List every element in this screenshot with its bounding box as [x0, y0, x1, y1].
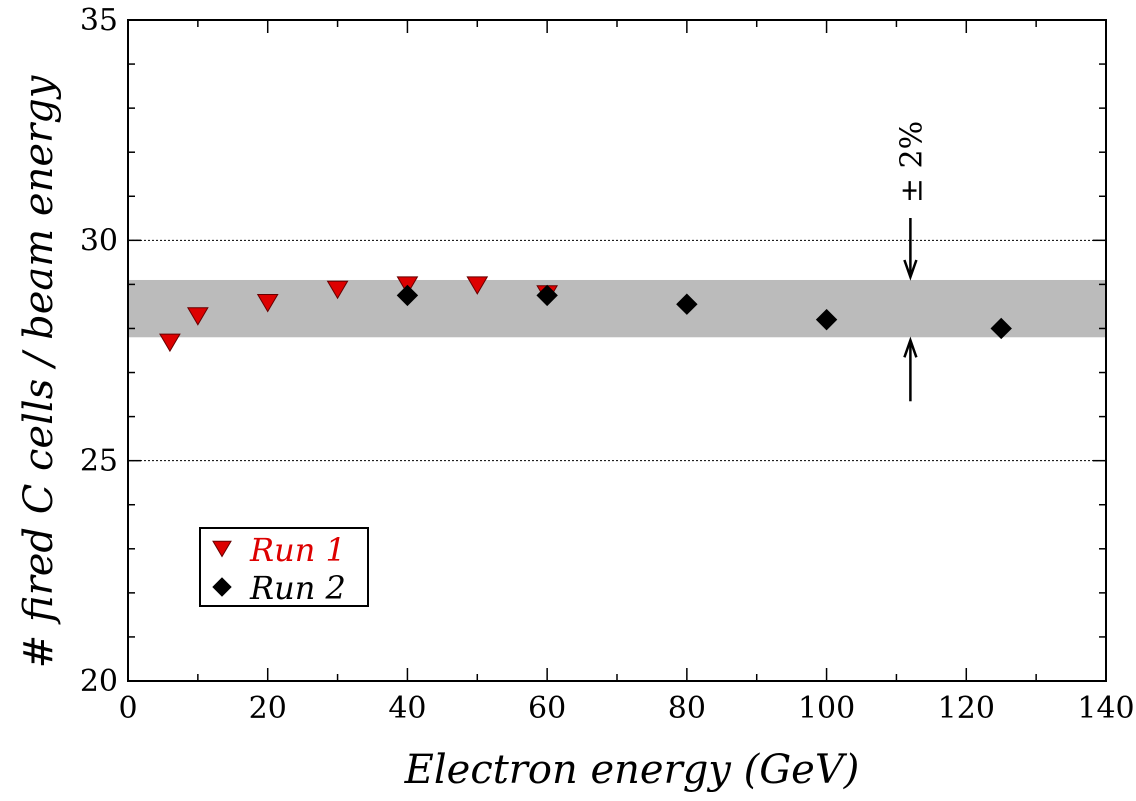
- legend-label-run1: Run 1: [249, 531, 346, 569]
- legend: Run 1 Run 2: [199, 527, 369, 607]
- reference-band: [128, 279, 1106, 338]
- x-tick-label: 140: [1077, 691, 1134, 726]
- x-tick-label: 40: [388, 691, 426, 726]
- data-point-run2: [990, 317, 1012, 340]
- data-point-run1: [256, 294, 279, 313]
- data-point-run2: [396, 284, 419, 307]
- data-point-run2: [815, 308, 838, 331]
- arrow-down-head: [903, 259, 918, 281]
- marker-layer: [159, 276, 1012, 353]
- legend-marker-run2: [212, 577, 232, 597]
- x-tick-label: 60: [528, 691, 566, 726]
- legend-marker-run1: [212, 540, 232, 558]
- annotation-label: ± 2%: [894, 121, 929, 203]
- data-point-run1: [159, 333, 181, 353]
- data-point-run2: [536, 284, 558, 307]
- x-tick-label: 100: [798, 691, 855, 726]
- tick-layer: [127, 19, 1107, 682]
- y-tick-label: 25: [80, 444, 118, 479]
- arrow-up-head: [903, 336, 918, 358]
- annotation-layer: ± 2%: [894, 121, 929, 402]
- data-point-run1: [326, 280, 349, 300]
- x-tick-label: 20: [249, 691, 287, 726]
- y-tick-label: 35: [80, 3, 118, 38]
- x-tick-label: 80: [668, 691, 706, 726]
- data-point-run1: [466, 276, 489, 295]
- data-point-run1: [186, 307, 209, 326]
- y-axis-title: # fired C cells / beam energy: [16, 74, 62, 668]
- x-tick-label: 0: [118, 691, 137, 726]
- x-tick-label: 120: [938, 691, 995, 726]
- band-layer: [128, 279, 1106, 338]
- x-axis-title: Electron energy (GeV): [404, 747, 860, 793]
- legend-label-run2: Run 2: [249, 569, 346, 607]
- legend-markers: [212, 540, 232, 597]
- y-tick-label: 20: [80, 664, 118, 699]
- y-tick-label: 30: [80, 223, 118, 258]
- data-point-run2: [676, 293, 698, 315]
- grid-layer: [128, 239, 1106, 462]
